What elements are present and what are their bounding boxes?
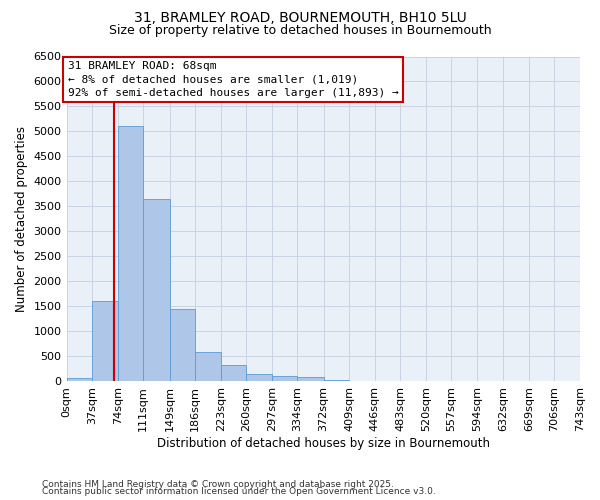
Text: 31 BRAMLEY ROAD: 68sqm
← 8% of detached houses are smaller (1,019)
92% of semi-d: 31 BRAMLEY ROAD: 68sqm ← 8% of detached … [68,62,398,98]
Bar [92,302,118,382]
Text: 31, BRAMLEY ROAD, BOURNEMOUTH, BH10 5LU: 31, BRAMLEY ROAD, BOURNEMOUTH, BH10 5LU [134,11,466,25]
Bar [118,126,143,382]
X-axis label: Distribution of detached houses by size in Bournemouth: Distribution of detached houses by size … [157,437,490,450]
Text: Contains HM Land Registry data © Crown copyright and database right 2025.: Contains HM Land Registry data © Crown c… [42,480,394,489]
Bar [323,380,349,382]
Text: Size of property relative to detached houses in Bournemouth: Size of property relative to detached ho… [109,24,491,37]
Y-axis label: Number of detached properties: Number of detached properties [15,126,28,312]
Bar [143,199,170,382]
Bar [170,309,195,382]
Bar [67,378,92,382]
Bar [221,366,246,382]
Text: Contains public sector information licensed under the Open Government Licence v3: Contains public sector information licen… [42,488,436,496]
Bar [195,352,221,382]
Bar [246,374,272,382]
Bar [272,376,298,382]
Bar [298,378,323,382]
